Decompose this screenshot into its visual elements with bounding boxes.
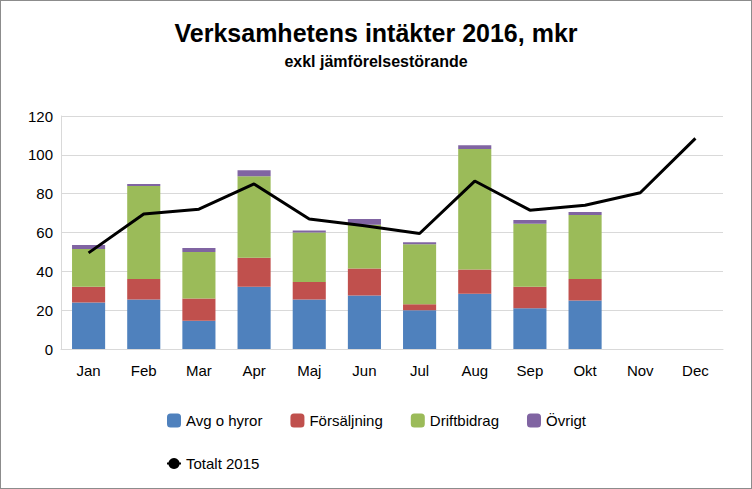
svg-text:Jun: Jun [352,362,376,379]
svg-text:Försäljning: Försäljning [309,412,382,429]
svg-text:Avg o hyror: Avg o hyror [186,412,262,429]
svg-text:Sep: Sep [517,362,544,379]
svg-text:Aug: Aug [461,362,488,379]
svg-text:Dec: Dec [682,362,709,379]
svg-text:Mar: Mar [186,362,212,379]
svg-text:Övrigt: Övrigt [546,412,587,429]
svg-text:60: 60 [36,224,53,241]
svg-text:Totalt 2015: Totalt 2015 [186,455,259,472]
svg-text:Maj: Maj [297,362,321,379]
svg-text:80: 80 [36,185,53,202]
svg-text:0: 0 [45,341,53,358]
svg-text:Jul: Jul [410,362,429,379]
svg-text:Apr: Apr [242,362,265,379]
svg-text:Okt: Okt [573,362,597,379]
svg-text:20: 20 [36,302,53,319]
svg-text:Nov: Nov [627,362,654,379]
svg-text:40: 40 [36,263,53,280]
svg-text:Jan: Jan [76,362,100,379]
svg-text:Feb: Feb [131,362,157,379]
svg-text:exkl jämförelsestörande: exkl jämförelsestörande [284,53,467,70]
svg-text:120: 120 [28,108,53,125]
svg-text:100: 100 [28,146,53,163]
svg-text:Driftbidrag: Driftbidrag [430,412,499,429]
svg-text:Verksamhetens intäkter 2016, m: Verksamhetens intäkter 2016, mkr [174,19,577,47]
